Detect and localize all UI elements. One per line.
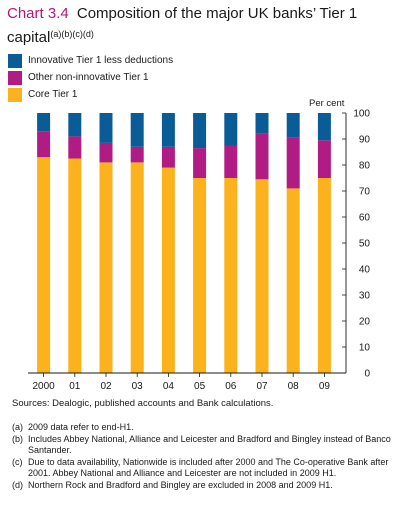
bar-innovative-tier-1-less-deductions-07 bbox=[255, 113, 269, 134]
y-tick-label-0: 0 bbox=[364, 369, 370, 380]
note-d: (d) Northern Rock and Bradford and Bingle… bbox=[12, 479, 333, 490]
bar-other-non-innovative-tier-1-02 bbox=[99, 142, 113, 163]
bar-other-non-innovative-tier-1-01 bbox=[68, 136, 82, 159]
legend-label-innovative: Innovative Tier 1 less deductions bbox=[28, 55, 174, 66]
legend-swatch-core bbox=[8, 87, 22, 102]
bar-innovative-tier-1-less-deductions-08 bbox=[286, 113, 300, 138]
bar-innovative-tier-1-less-deductions-2000 bbox=[37, 113, 51, 132]
y-tick-label-60: 60 bbox=[359, 213, 371, 224]
bar-innovative-tier-1-less-deductions-02 bbox=[99, 113, 113, 143]
notes: (a) 2009 data refer to end-H1. (b) Include… bbox=[12, 422, 392, 491]
bar-innovative-tier-1-less-deductions-01 bbox=[68, 113, 82, 137]
bar-other-non-innovative-tier-1-2000 bbox=[37, 131, 51, 158]
bar-innovative-tier-1-less-deductions-09 bbox=[317, 113, 331, 141]
x-tick-label-2000: 2000 bbox=[32, 381, 55, 392]
bar-innovative-tier-1-less-deductions-03 bbox=[130, 113, 144, 147]
y-tick-label-50: 50 bbox=[359, 239, 371, 250]
y-tick-label-40: 40 bbox=[359, 265, 371, 276]
x-tick-label-02: 02 bbox=[100, 381, 112, 392]
chart-title: Chart 3.4 Composition of the major UK ba… bbox=[7, 4, 387, 48]
x-tick-label-03: 03 bbox=[132, 381, 144, 392]
x-tick-label-08: 08 bbox=[288, 381, 300, 392]
bar-core-tier-1-06 bbox=[224, 178, 238, 373]
y-axis-unit-label: Per cent bbox=[309, 98, 345, 109]
stacked-bar-chart: 2000 01 02 03 04 05 06 07 08 09 0 10 20 30 40 50 60 70 80 9… bbox=[28, 109, 371, 392]
y-tick-label-100: 100 bbox=[353, 109, 370, 120]
y-tick-label-20: 20 bbox=[359, 317, 371, 328]
legend-item-other-non-innovative: Other non-innovative Tier 1 bbox=[8, 69, 173, 86]
bar-core-tier-1-08 bbox=[286, 188, 300, 373]
chart-number: Chart 3.4 bbox=[7, 5, 69, 22]
x-tick-label-07: 07 bbox=[256, 381, 268, 392]
bar-innovative-tier-1-less-deductions-06 bbox=[224, 113, 238, 146]
legend-item-innovative: Innovative Tier 1 less deductions bbox=[8, 52, 173, 69]
x-tick-label-05: 05 bbox=[194, 381, 206, 392]
bar-core-tier-1-03 bbox=[130, 162, 144, 373]
x-tick-label-01: 01 bbox=[69, 381, 81, 392]
sources: Sources: Dealogic, published accounts an… bbox=[12, 398, 274, 409]
bar-other-non-innovative-tier-1-08 bbox=[286, 137, 300, 189]
x-tick-label-09: 09 bbox=[319, 381, 331, 392]
legend: Innovative Tier 1 less deductions Other … bbox=[8, 52, 173, 103]
y-tick-label-70: 70 bbox=[359, 187, 371, 198]
legend-label-core: Core Tier 1 bbox=[28, 89, 78, 100]
bar-other-non-innovative-tier-1-05 bbox=[193, 148, 207, 178]
note-b: (b) Includes Abbey National, Alliance and… bbox=[12, 433, 391, 456]
bar-core-tier-1-2000 bbox=[37, 157, 51, 373]
bar-core-tier-1-05 bbox=[193, 178, 207, 373]
bar-core-tier-1-01 bbox=[68, 158, 82, 373]
x-tick-label-06: 06 bbox=[225, 381, 237, 392]
note-c: (c) Due to data availability, Nationwide … bbox=[12, 456, 389, 479]
chart-title-text: Composition of the major UK banks’ Tier … bbox=[7, 5, 358, 46]
bar-core-tier-1-09 bbox=[317, 178, 331, 373]
x-tick-label-04: 04 bbox=[163, 381, 175, 392]
note-a: (a) 2009 data refer to end-H1. bbox=[12, 422, 134, 432]
bar-core-tier-1-02 bbox=[99, 162, 113, 373]
legend-label-other-non-innovative: Other non-innovative Tier 1 bbox=[28, 72, 149, 83]
legend-item-core: Core Tier 1 bbox=[8, 86, 173, 103]
y-tick-label-30: 30 bbox=[359, 291, 371, 302]
legend-swatch-innovative bbox=[8, 53, 22, 68]
bar-other-non-innovative-tier-1-04 bbox=[161, 146, 175, 168]
chart-title-refs: (a)(b)(c)(d) bbox=[50, 29, 94, 39]
bar-other-non-innovative-tier-1-07 bbox=[255, 133, 269, 180]
y-tick-label-90: 90 bbox=[359, 135, 371, 146]
bar-other-non-innovative-tier-1-03 bbox=[130, 146, 144, 163]
bar-other-non-innovative-tier-1-06 bbox=[224, 145, 238, 178]
bar-core-tier-1-07 bbox=[255, 179, 269, 373]
y-tick-label-80: 80 bbox=[359, 161, 371, 172]
bar-innovative-tier-1-less-deductions-04 bbox=[161, 113, 175, 147]
y-tick-label-10: 10 bbox=[359, 343, 371, 354]
legend-swatch-other-non-innovative bbox=[8, 70, 22, 85]
bar-core-tier-1-04 bbox=[161, 167, 175, 373]
bar-other-non-innovative-tier-1-09 bbox=[317, 140, 331, 178]
bar-innovative-tier-1-less-deductions-05 bbox=[193, 113, 207, 149]
